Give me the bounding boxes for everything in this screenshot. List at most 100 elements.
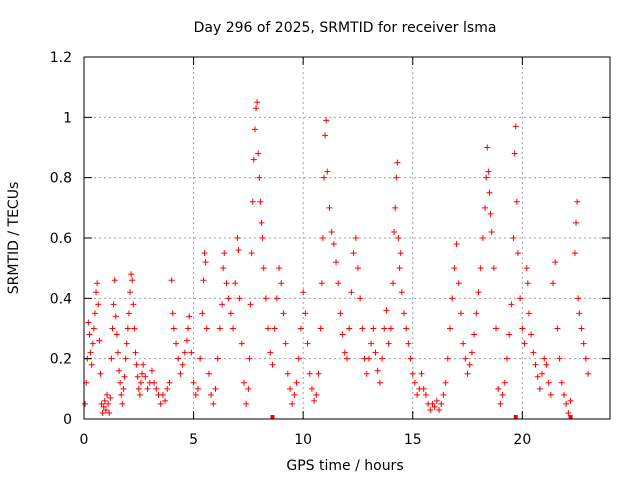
data-point	[543, 361, 550, 368]
data-point	[418, 370, 425, 377]
data-point	[337, 310, 344, 317]
data-point	[133, 361, 140, 368]
data-point	[248, 250, 255, 257]
data-point	[379, 355, 386, 362]
data-point	[306, 370, 313, 377]
data-point	[330, 241, 337, 248]
data-point	[168, 277, 175, 284]
data-point	[164, 385, 171, 392]
data-point	[135, 385, 142, 392]
data-point	[255, 150, 262, 157]
y-tick-label: 1	[63, 110, 72, 126]
data-point	[455, 280, 462, 287]
data-point	[433, 397, 440, 404]
data-point	[397, 250, 404, 257]
data-point	[514, 250, 521, 257]
data-point	[265, 325, 272, 332]
data-point	[120, 385, 127, 392]
data-point	[166, 379, 173, 386]
data-point	[475, 289, 482, 296]
data-point	[243, 400, 250, 407]
data-point	[238, 340, 245, 347]
axis-ticks: 0 0.2 0.4 0.6 0.8 1 1.2 0 5 10 15 20	[50, 50, 610, 448]
data-point	[221, 250, 228, 257]
data-point	[479, 235, 486, 241]
data-point	[318, 280, 325, 287]
data-point	[374, 367, 381, 374]
data-point	[254, 99, 261, 106]
data-point	[571, 250, 578, 257]
data-point	[512, 123, 519, 130]
data-point	[578, 325, 585, 332]
data-point	[457, 310, 464, 317]
data-point	[394, 159, 401, 166]
data-point	[580, 340, 587, 347]
data-point	[436, 406, 443, 413]
data-point	[159, 391, 166, 398]
data-point	[140, 361, 147, 368]
x-tick-label: 15	[404, 432, 422, 448]
data-point	[501, 379, 508, 386]
data-point	[453, 241, 460, 248]
data-point	[493, 325, 500, 332]
data-point	[333, 259, 340, 266]
data-point	[403, 325, 410, 332]
data-point	[363, 370, 370, 377]
data-point	[185, 325, 192, 332]
data-point	[240, 379, 247, 386]
data-point	[471, 331, 478, 338]
data-point	[295, 355, 302, 362]
data-point	[442, 379, 449, 386]
data-point	[508, 301, 515, 308]
data-point	[208, 391, 215, 398]
y-tick-label: 1.2	[50, 50, 72, 66]
data-point	[567, 397, 574, 404]
data-point	[199, 310, 206, 317]
data-point	[381, 325, 388, 332]
data-point	[127, 289, 134, 296]
data-point	[302, 310, 309, 317]
data-point	[148, 367, 155, 374]
data-point	[552, 259, 559, 266]
data-point	[214, 355, 221, 362]
data-point	[488, 228, 495, 235]
data-point	[267, 349, 274, 356]
data-point	[400, 310, 407, 317]
data-point	[510, 235, 517, 241]
data-point	[99, 409, 106, 416]
data-point	[216, 325, 223, 332]
data-points	[82, 99, 592, 419]
data-point	[223, 280, 230, 287]
data-point	[225, 295, 232, 302]
data-point	[341, 349, 348, 356]
data-point	[348, 289, 355, 296]
data-point	[122, 355, 129, 362]
data-point	[390, 280, 397, 287]
data-point	[315, 370, 322, 377]
data-point	[111, 277, 118, 284]
data-point	[124, 325, 131, 332]
data-point	[317, 325, 324, 332]
data-point	[344, 355, 350, 362]
data-point	[429, 400, 436, 407]
data-point	[251, 126, 258, 133]
data-point	[530, 349, 537, 356]
data-point	[311, 397, 318, 404]
data-point	[287, 385, 294, 392]
data-point	[119, 400, 126, 407]
data-point	[468, 349, 475, 356]
data-point-marker	[568, 415, 573, 419]
data-point	[438, 400, 445, 407]
data-point	[466, 361, 473, 368]
data-point	[134, 373, 141, 380]
data-point	[284, 370, 291, 377]
data-point	[372, 349, 379, 356]
data-point	[82, 400, 89, 407]
data-point	[407, 355, 414, 362]
data-point	[554, 325, 561, 332]
data-point	[175, 355, 182, 362]
data-point	[97, 370, 104, 377]
data-point	[335, 280, 342, 287]
data-point	[462, 355, 469, 362]
data-point	[376, 379, 383, 386]
